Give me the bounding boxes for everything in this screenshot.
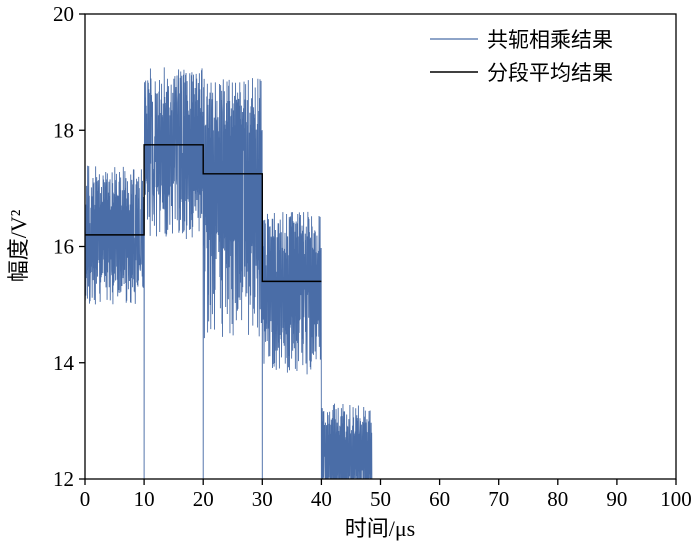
legend-label: 共轭相乘结果	[487, 28, 613, 52]
x-tick-label: 90	[606, 487, 627, 511]
legend-label: 分段平均结果	[487, 61, 613, 85]
y-tick-label: 16	[53, 235, 74, 259]
series-共轭相乘结果	[85, 67, 373, 479]
x-tick-label: 100	[660, 487, 692, 511]
x-tick-label: 50	[370, 487, 391, 511]
y-axis-label: 幅度/V²	[6, 209, 31, 282]
axes-layer: 0 10 20 30 40 50 60 70 80 90 100 12 14 16 18 20	[53, 2, 692, 511]
y-tick-label: 20	[53, 2, 74, 26]
x-tick-label: 60	[429, 487, 450, 511]
y-tick-label: 18	[53, 118, 74, 142]
x-tick-label: 10	[134, 487, 155, 511]
series-分段平均结果	[85, 144, 322, 283]
y-tick-label: 12	[53, 467, 74, 491]
x-tick-label: 30	[252, 487, 273, 511]
x-tick-label: 20	[193, 487, 214, 511]
series-layer	[85, 67, 373, 479]
legend-item: 共轭相乘结果	[430, 28, 613, 52]
y-tick-label: 14	[53, 351, 75, 375]
x-tick-label: 80	[547, 487, 568, 511]
x-tick-label: 40	[311, 487, 332, 511]
x-axis-label: 时间/μs	[345, 516, 415, 541]
x-tick-label: 0	[80, 487, 91, 511]
legend-item: 分段平均结果	[430, 61, 613, 85]
x-tick-label: 70	[488, 487, 509, 511]
